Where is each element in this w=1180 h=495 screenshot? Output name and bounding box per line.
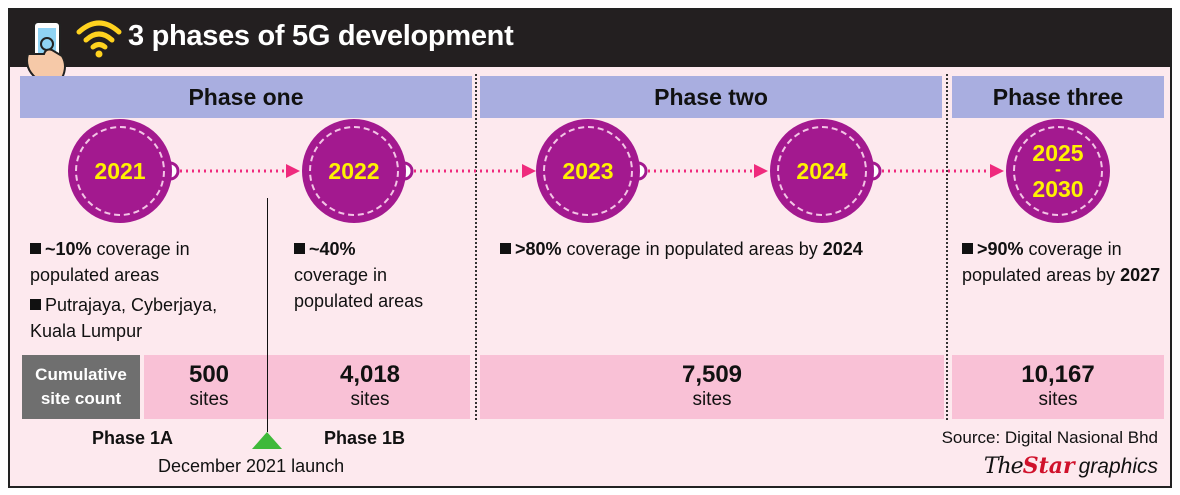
year-circle-2022: 2022 — [302, 119, 406, 223]
desc-2021-cities: Putrajaya, Cyberjaya, Kuala Lumpur — [30, 295, 218, 341]
cumulative-site-count-label: Cumulative site count — [22, 355, 140, 419]
site-count-value: 4,018 — [339, 361, 401, 388]
phase-three-header: Phase three — [952, 76, 1164, 118]
site-count-phase-three: 10,167 sites — [952, 355, 1164, 419]
site-count-value: 10,167 — [1021, 361, 1095, 388]
title-bar: 3 phases of 5G development — [10, 10, 1170, 79]
bullet-square — [962, 243, 973, 254]
phase-two-header: Phase two — [480, 76, 942, 118]
thestar-graphics-logo: TheStar graphics — [983, 453, 1158, 479]
smartphone-hand-icon — [26, 21, 66, 79]
wifi-icon — [76, 20, 122, 58]
phase-one-header: Phase one — [20, 76, 472, 118]
page-title: 3 phases of 5G development — [128, 20, 514, 52]
site-count-value: 500 — [188, 361, 230, 388]
launch-label: December 2021 launch — [158, 456, 345, 476]
site-count-phase-two: 7,509 sites — [480, 355, 944, 419]
launch-marker-line — [267, 198, 268, 432]
phase-1a-label: Phase 1A — [92, 428, 174, 448]
desc-2022-coverage: ~40% coverage in populated areas — [294, 239, 424, 311]
bullet-square — [30, 243, 41, 254]
year-circle-2024: 2024 — [770, 119, 874, 223]
year-circle-2021: 2021 — [68, 119, 172, 223]
bullet-square — [500, 243, 511, 254]
desc-phase-three-coverage: >90% coverage in populated areas by 2027 — [962, 239, 1161, 285]
desc-2021-coverage: ~10% coverage in populated areas — [30, 239, 190, 285]
year-circle-2025-2030: 2025 - 2030 — [1006, 119, 1110, 223]
phase-divider — [475, 74, 477, 420]
year-label: 2022 — [328, 158, 380, 184]
site-count-unit: sites — [1038, 389, 1078, 410]
year-label: 2025 — [1032, 140, 1084, 166]
bullet-square — [30, 299, 41, 310]
site-count-unit: sites — [350, 389, 390, 410]
site-count-2022: 4,018 sites — [270, 355, 470, 419]
year-label: 2023 — [562, 158, 614, 184]
source-credit: Source: Digital Nasional Bhd — [941, 428, 1158, 447]
launch-marker-triangle — [252, 432, 282, 449]
year-label: 2024 — [796, 158, 848, 184]
site-count-unit: sites — [189, 389, 229, 410]
desc-phase-two-coverage: >80% coverage in populated areas by 2024 — [500, 236, 940, 262]
phase-divider — [946, 74, 948, 420]
infographic-frame: 3 phases of 5G development Phase one Pha… — [8, 8, 1172, 488]
year-label: 2030 — [1032, 176, 1084, 202]
site-count-value: 7,509 — [681, 361, 743, 388]
phase-1b-label: Phase 1B — [324, 428, 406, 448]
site-count-2021: 500 sites — [144, 355, 274, 419]
bullet-square — [294, 243, 305, 254]
year-separator: - — [1055, 159, 1061, 179]
year-circle-2023: 2023 — [536, 119, 640, 223]
year-label: 2021 — [94, 158, 146, 184]
site-count-unit: sites — [692, 389, 732, 410]
